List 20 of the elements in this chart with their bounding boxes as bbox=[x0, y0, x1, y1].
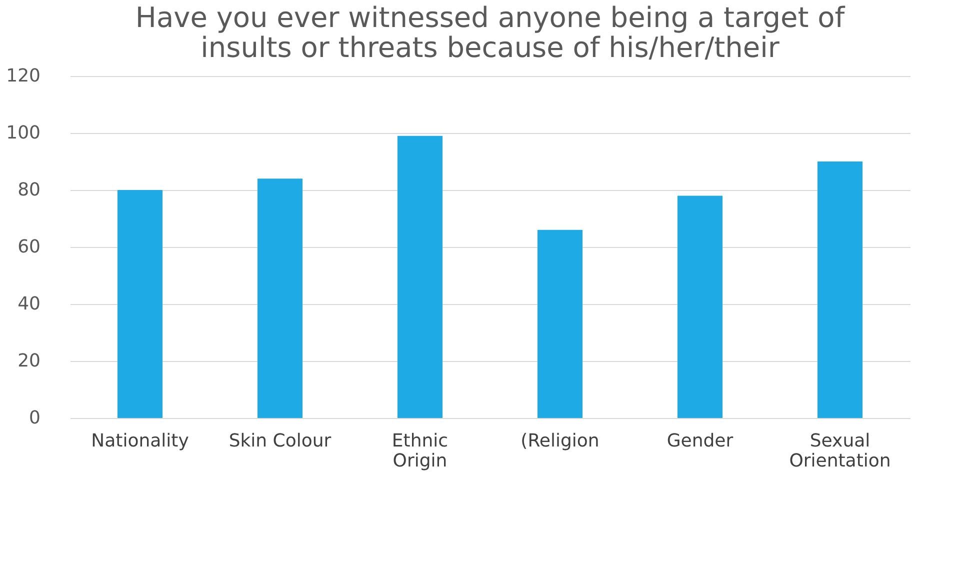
y-tick-label: 100 bbox=[6, 122, 40, 144]
y-tick-label: 120 bbox=[6, 66, 40, 86]
x-tick-label: Gender bbox=[666, 430, 734, 452]
x-tick-label: Sexual Orientation bbox=[789, 430, 891, 472]
bar bbox=[398, 136, 442, 418]
y-tick-label: 60 bbox=[18, 236, 40, 258]
chart-title: Have you ever witnessed anyone being a target of insults or threats because of his/her/their bbox=[135, 1, 846, 64]
bar bbox=[678, 196, 722, 418]
bar bbox=[258, 178, 302, 418]
x-tick-label: (Religion bbox=[520, 430, 600, 452]
y-tick-label: 20 bbox=[18, 350, 40, 372]
bar bbox=[818, 162, 862, 418]
bar bbox=[538, 230, 582, 418]
y-tick-label: 80 bbox=[18, 180, 40, 200]
y-tick-label: 40 bbox=[18, 294, 40, 314]
x-tick-label: Ethnic Origin bbox=[392, 430, 448, 472]
x-tick-label: Nationality bbox=[91, 430, 190, 452]
bar bbox=[118, 190, 162, 418]
x-tick-label: Skin Colour bbox=[228, 430, 332, 452]
y-tick-label: 0 bbox=[29, 408, 40, 428]
